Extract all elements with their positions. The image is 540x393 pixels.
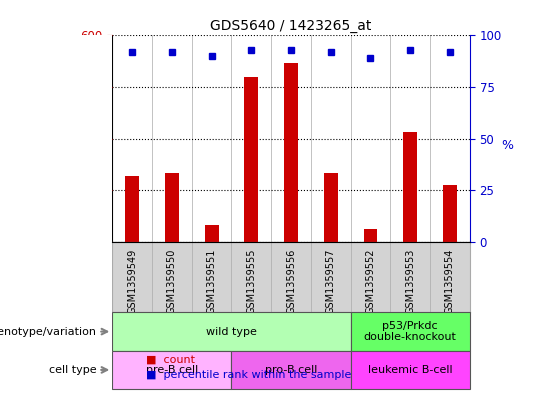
Text: GSM1359557: GSM1359557	[326, 249, 336, 314]
Text: pro-B cell: pro-B cell	[265, 365, 317, 375]
Bar	[112, 312, 350, 351]
Bar	[350, 312, 470, 351]
Title: GDS5640 / 1423265_at: GDS5640 / 1423265_at	[211, 19, 372, 33]
Text: wild type: wild type	[206, 327, 257, 336]
Bar	[324, 173, 338, 242]
Text: ■  percentile rank within the sample: ■ percentile rank within the sample	[146, 370, 351, 380]
Bar	[205, 224, 219, 242]
Bar	[443, 185, 457, 242]
Text: GSM1359552: GSM1359552	[366, 249, 375, 314]
Bar	[284, 63, 298, 242]
Text: cell type: cell type	[49, 365, 96, 375]
Y-axis label: %: %	[501, 138, 514, 152]
Text: leukemic B-cell: leukemic B-cell	[368, 365, 453, 375]
Text: pre-B cell: pre-B cell	[146, 365, 198, 375]
Bar	[363, 229, 377, 242]
Text: GSM1359554: GSM1359554	[445, 249, 455, 314]
Text: GSM1359555: GSM1359555	[246, 249, 256, 314]
Bar	[244, 77, 258, 242]
Bar	[350, 351, 470, 389]
Bar	[165, 173, 179, 242]
Text: p53/Prkdc
double-knockout: p53/Prkdc double-knockout	[364, 321, 457, 342]
Text: GSM1359550: GSM1359550	[167, 249, 177, 314]
Text: genotype/variation: genotype/variation	[0, 327, 96, 336]
Bar	[403, 132, 417, 242]
Text: GSM1359551: GSM1359551	[207, 249, 217, 314]
Bar	[232, 351, 350, 389]
Text: GSM1359553: GSM1359553	[405, 249, 415, 314]
Bar	[125, 176, 139, 242]
Bar	[112, 351, 232, 389]
Text: ■  count: ■ count	[146, 354, 195, 365]
Text: GSM1359556: GSM1359556	[286, 249, 296, 314]
Text: GSM1359549: GSM1359549	[127, 249, 137, 314]
